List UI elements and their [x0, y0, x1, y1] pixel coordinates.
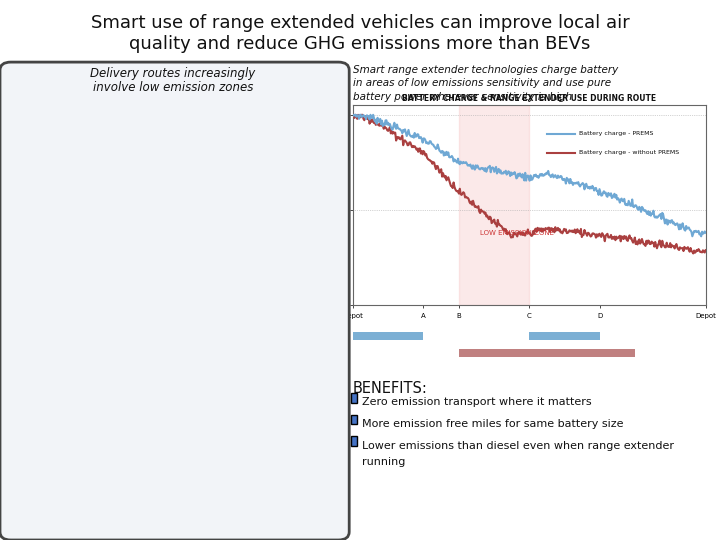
- Text: PREMS: PREMS: [328, 334, 349, 339]
- Text: Lower emissions than diesel even when range extender: Lower emissions than diesel even when ra…: [362, 441, 674, 451]
- Text: GRADIENT: GRADIENT: [54, 329, 106, 338]
- Text: battery power wherever sensitivity is high: battery power wherever sensitivity is hi…: [353, 92, 572, 102]
- Text: Drop off
B: Drop off B: [94, 158, 125, 177]
- Bar: [529, 332, 600, 340]
- Text: DAILY ROUTE PLAN: DAILY ROUTE PLAN: [121, 334, 232, 344]
- Text: BENEFITS:: BENEFITS:: [353, 381, 428, 396]
- Text: Battery charge - PREMS: Battery charge - PREMS: [579, 131, 653, 136]
- Bar: [353, 332, 423, 340]
- Text: running: running: [362, 457, 405, 467]
- Text: Smart use of range extended vehicles can improve local air: Smart use of range extended vehicles can…: [91, 14, 629, 31]
- Text: involve low emission zones: involve low emission zones: [93, 81, 253, 94]
- Text: Depot: Depot: [183, 308, 206, 316]
- Text: B: B: [161, 501, 166, 507]
- Text: Drop off
D: Drop off D: [237, 186, 268, 206]
- Text: Delivery routes increasingly: Delivery routes increasingly: [90, 68, 256, 80]
- Text: More emission free miles for same battery size: More emission free miles for same batter…: [362, 419, 624, 429]
- Text: Drop off
C: Drop off C: [221, 107, 252, 127]
- Text: A: A: [111, 501, 115, 507]
- Text: Smart range extender technologies charge battery: Smart range extender technologies charge…: [353, 65, 618, 75]
- Text: quality and reduce GHG emissions more than BEVs: quality and reduce GHG emissions more th…: [130, 35, 590, 53]
- Text: Zero emission transport where it matters: Zero emission transport where it matters: [362, 397, 592, 408]
- Text: LOW EMISSION ZONE: LOW EMISSION ZONE: [480, 230, 554, 236]
- Ellipse shape: [113, 83, 335, 214]
- Text: Depo: Depo: [53, 501, 71, 507]
- Text: Battery charge - without PREMS: Battery charge - without PREMS: [579, 150, 679, 156]
- Text: Without PREMS: Without PREMS: [302, 350, 349, 355]
- Polygon shape: [31, 251, 75, 279]
- Text: C: C: [215, 501, 220, 507]
- Text: LOW EMISSION ZONE: LOW EMISSION ZONE: [157, 101, 246, 110]
- Text: Range extender 1st use: Range extender 1st use: [274, 316, 349, 321]
- Text: Drop off
A: Drop off A: [69, 286, 100, 306]
- Y-axis label: Battery Charge %: Battery Charge %: [315, 177, 320, 233]
- Text: D: D: [262, 501, 268, 507]
- Bar: [459, 105, 529, 305]
- Bar: [459, 349, 635, 357]
- Text: /\: /\: [50, 266, 56, 275]
- Title: BATTERY CHARGE & RANGE EXTENDER USE DURING ROUTE: BATTERY CHARGE & RANGE EXTENDER USE DURI…: [402, 94, 656, 103]
- Text: in areas of low emissions sensitivity and use pure: in areas of low emissions sensitivity an…: [353, 78, 611, 89]
